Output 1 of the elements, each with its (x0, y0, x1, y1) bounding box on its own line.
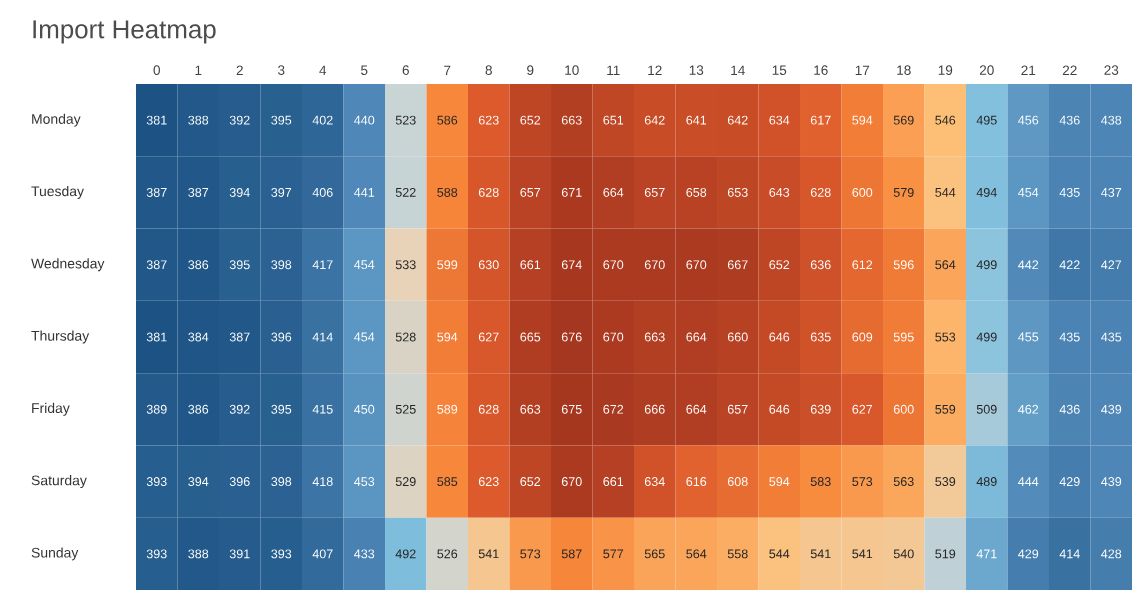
chart-title: Import Heatmap (33, 20, 216, 44)
